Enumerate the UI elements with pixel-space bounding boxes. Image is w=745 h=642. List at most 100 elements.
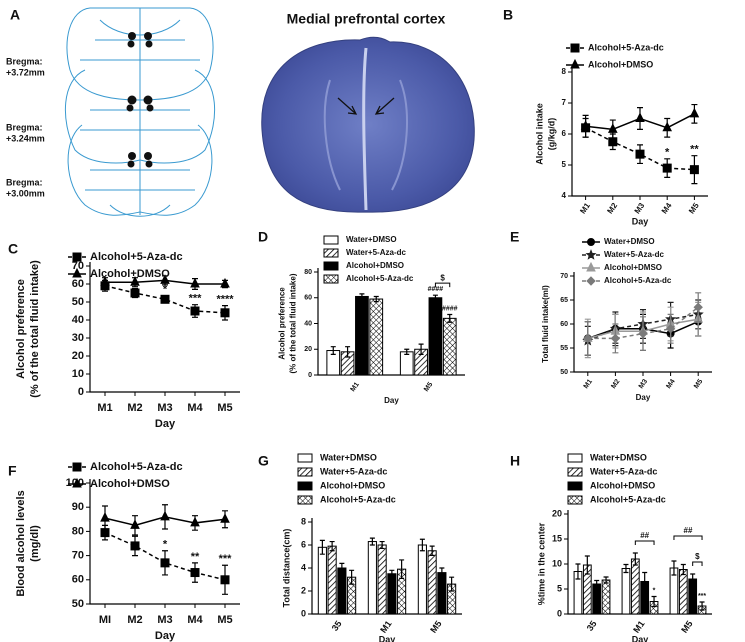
y-tick-label: 6 — [301, 539, 306, 549]
error-bar — [369, 537, 375, 546]
section-label: Bregma: — [6, 177, 43, 187]
y-tick-label: 0 — [301, 608, 306, 618]
y-axis-label: Alcohol preference — [278, 287, 287, 360]
legend-label: Alcohol+5-Aza-dc — [90, 251, 183, 263]
y-tick-label: 80 — [72, 525, 84, 537]
x-tick-label: M4 — [660, 201, 674, 216]
bar — [317, 546, 327, 615]
y-tick-label: 5 — [562, 160, 567, 169]
panel-letter: F — [8, 463, 17, 479]
significance-bracket — [673, 535, 703, 540]
error-bar — [594, 579, 600, 589]
y-axis-label: (% of the total fluid intake) — [289, 273, 298, 373]
bar — [367, 541, 377, 615]
error-bar — [642, 571, 648, 592]
error-bar — [345, 346, 351, 358]
y-axis-label: Total distance(cm) — [281, 529, 291, 608]
legend-marker — [72, 477, 82, 488]
x-tick-label: 35 — [585, 619, 599, 633]
y-tick-label: 40 — [304, 320, 312, 327]
y-tick-label: 5 — [557, 583, 562, 593]
x-tick-label: M5 — [687, 201, 701, 216]
y-tick-label: 10 — [552, 558, 562, 568]
y-tick-label: 6 — [562, 129, 567, 138]
error-bar — [399, 559, 405, 579]
y-tick-label: 60 — [72, 574, 84, 586]
series-line — [585, 127, 695, 171]
error-bar — [389, 569, 395, 578]
marker — [610, 333, 621, 344]
error-bar — [419, 538, 425, 552]
legend-label: Alcohol+5-Aza-dc — [90, 461, 183, 473]
marker — [100, 276, 110, 286]
y-tick-label: 20 — [72, 350, 84, 362]
bar — [428, 297, 443, 376]
error-bar — [429, 545, 435, 556]
y-tick-label: 15 — [552, 533, 562, 543]
error-bar — [330, 346, 336, 355]
x-tick-label: M2 — [127, 402, 142, 414]
bar — [678, 569, 688, 615]
legend-label: Water+5-Aza-dc — [604, 250, 664, 259]
x-tick-label: M2 — [605, 201, 619, 216]
marker — [130, 519, 140, 529]
panel-letter: E — [510, 229, 519, 245]
bar — [327, 545, 337, 615]
y-tick-label: 50 — [560, 369, 568, 376]
panel-letter: C — [8, 241, 18, 257]
marker — [607, 123, 618, 133]
x-tick-label: M3 — [157, 614, 172, 626]
y-tick-label: 8 — [562, 67, 567, 76]
x-axis-label: Day — [379, 634, 396, 642]
error-bar — [575, 563, 581, 580]
x-tick-label: M4 — [187, 614, 203, 626]
annotation: **** — [216, 294, 234, 306]
marker — [130, 276, 140, 286]
significance-bracket — [634, 540, 655, 545]
marker — [220, 277, 230, 288]
bar — [442, 317, 457, 376]
y-tick-label: 7 — [562, 98, 567, 107]
x-tick-label: M3 — [633, 201, 647, 216]
x-tick-label: M2 — [610, 378, 621, 390]
x-tick-label: M1 — [631, 619, 646, 635]
error-bar — [671, 560, 677, 576]
marker — [190, 306, 200, 316]
bar — [630, 558, 640, 615]
bar — [417, 544, 427, 615]
legend-label: Alcohol+DMSO — [590, 480, 655, 490]
y-tick-label: 70 — [560, 273, 568, 280]
bar — [601, 579, 611, 615]
y-tick-label: 80 — [304, 269, 312, 276]
marker — [160, 558, 170, 568]
legend-label: Alcohol+5-Aza-dc — [604, 276, 672, 285]
legend-label: Water+5-Aza-dc — [346, 248, 406, 257]
image-title: Medial prefrontal cortex — [287, 11, 446, 27]
y-tick-label: 0 — [308, 372, 312, 379]
legend-label: Alcohol+5-Aza-dc — [320, 494, 396, 504]
atlas-drawings — [64, 7, 216, 217]
y-axis-label: (g/kg/d) — [546, 118, 556, 151]
error-bar — [632, 552, 638, 566]
legend-marker — [570, 43, 580, 53]
x-tick-label: M1 — [350, 381, 361, 393]
annotation: $ — [440, 273, 445, 282]
x-axis-label: Day — [155, 630, 176, 642]
annotation: *** — [698, 593, 706, 600]
legend-label: Alcohol+5-Aza-dc — [590, 494, 666, 504]
y-tick-label: 30 — [72, 332, 84, 344]
error-bar — [623, 563, 629, 574]
annotation: *** — [219, 553, 233, 565]
y-axis-label: (% of the total fluid intake) — [29, 260, 41, 398]
legend-swatch — [323, 261, 339, 271]
legend-marker — [586, 276, 596, 286]
error-bar — [603, 576, 609, 584]
legend-label: Alcohol+DMSO — [346, 261, 404, 270]
marker — [665, 324, 676, 334]
legend-label: Alcohol+DMSO — [90, 478, 170, 490]
annotation: *** — [189, 293, 203, 305]
error-bar — [379, 540, 385, 550]
section-label: +3.72mm — [6, 67, 45, 77]
y-tick-label: 10 — [72, 368, 84, 380]
legend-label: Water+DMSO — [346, 235, 397, 244]
